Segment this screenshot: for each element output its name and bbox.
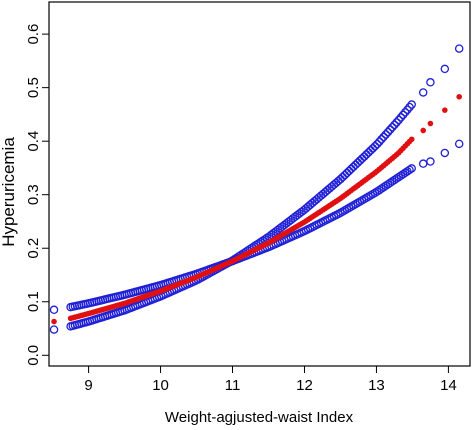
data-point [427, 120, 434, 127]
data-point [407, 100, 416, 109]
data-point [420, 127, 427, 134]
data-point [454, 139, 464, 149]
data-point [377, 135, 386, 144]
data-point [381, 181, 391, 191]
y-tick-label: 0.2 [25, 238, 42, 259]
data-point [403, 105, 412, 114]
y-tick-label: 0.4 [25, 131, 42, 152]
data-point [403, 167, 412, 176]
x-axis: 9 10 11 12 13 14 [84, 366, 457, 394]
data-point [398, 169, 408, 179]
data-point [418, 159, 428, 168]
data-point [418, 88, 428, 97]
data-point [385, 178, 395, 188]
data-point [392, 118, 401, 127]
axis-labels: Weight-agjusted-waist Index Hyperuricemi… [0, 137, 354, 426]
data-point [379, 132, 388, 142]
data-point [383, 180, 393, 189]
y-axis-label: Hyperuricemia [0, 137, 18, 247]
x-tick-label: 9 [84, 377, 92, 394]
data-point [385, 125, 395, 134]
data-point [383, 127, 393, 137]
series-0 [49, 139, 464, 315]
data-point [375, 137, 384, 146]
data-point [396, 113, 406, 122]
data-point [398, 110, 408, 120]
x-tick-label: 13 [368, 377, 385, 394]
data-point [405, 102, 414, 112]
x-axis-label: Weight-agjusted-waist Index [165, 409, 354, 426]
x-tick-label: 12 [296, 377, 313, 394]
data-point [394, 115, 404, 125]
x-tick-label: 11 [225, 377, 241, 394]
data-point [49, 325, 59, 334]
data-point [426, 78, 435, 87]
data-point [394, 172, 404, 182]
y-tick-label: 0.1 [25, 291, 42, 312]
x-tick-label: 14 [440, 377, 457, 394]
data-point [456, 93, 463, 100]
y-tick-label: 0.5 [25, 77, 42, 98]
data-point [370, 142, 380, 151]
series-2 [51, 93, 463, 325]
data-point [407, 164, 416, 173]
data-point [377, 184, 386, 193]
y-tick-label: 0.6 [25, 24, 42, 45]
data-point [400, 168, 410, 178]
data-point [372, 187, 382, 196]
data-point [440, 148, 450, 158]
series-1 [49, 44, 464, 334]
plot-area [49, 44, 464, 334]
data-point [396, 171, 406, 180]
data-point [368, 144, 378, 153]
data-point [392, 174, 401, 183]
data-point [381, 130, 391, 139]
data-point [388, 177, 397, 186]
x-tick-label: 10 [152, 377, 169, 394]
data-point [379, 182, 388, 192]
data-point [426, 157, 435, 166]
y-tick-label: 0.0 [25, 345, 42, 366]
y-tick-label: 0.3 [25, 184, 42, 205]
data-point [388, 123, 397, 132]
plot-frame [48, 1, 471, 367]
data-point [390, 175, 399, 185]
data-point [390, 120, 399, 130]
data-point [405, 165, 414, 175]
data-point [454, 44, 464, 53]
data-point [375, 185, 384, 195]
data-point [408, 136, 415, 143]
y-axis: 0.0 0.1 0.2 0.3 0.4 0.5 0.6 [25, 24, 49, 366]
data-point [400, 108, 410, 117]
data-point [440, 64, 450, 74]
data-point [51, 318, 57, 325]
data-point [442, 107, 448, 113]
data-point [49, 305, 59, 315]
data-point [372, 139, 382, 149]
